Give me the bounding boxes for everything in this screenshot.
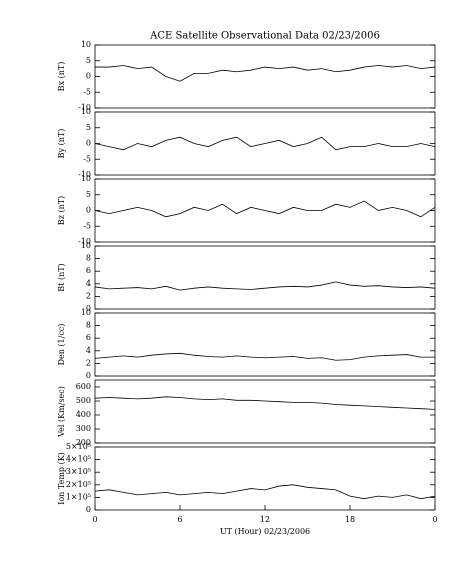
y-tick-label: 3×10⁵ (66, 467, 91, 476)
y-axis-label: Den (1/cc) (57, 324, 66, 366)
y-tick-label: 5 (86, 56, 91, 65)
x-tick-label: 0 (92, 515, 97, 524)
y-axis-label: Bt (nT) (57, 263, 66, 291)
data-line (94, 352, 435, 361)
x-axis-label: UT (Hour) 02/23/2006 (220, 527, 310, 536)
y-tick-label: 2×10⁵ (66, 480, 91, 489)
y-tick-label: 0 (86, 139, 91, 148)
y-tick-label: -5 (83, 87, 91, 96)
chart-title: ACE Satellite Observational Data 02/23/2… (149, 31, 380, 42)
y-tick-label: -5 (83, 221, 91, 230)
x-tick-label: 18 (345, 515, 355, 524)
y-tick-label: 10 (81, 308, 91, 317)
y-tick-label: 8 (86, 254, 91, 263)
y-tick-label: 4 (86, 346, 91, 355)
y-tick-label: 2 (86, 291, 91, 300)
y-tick-label: -10 (78, 237, 91, 246)
panel-frame (94, 379, 436, 444)
y-tick-label: 4 (86, 279, 91, 288)
panel-frame (94, 245, 436, 310)
y-axis-label: By (nT) (57, 129, 66, 159)
y-tick-label: -10 (78, 103, 91, 112)
panel-frame (94, 312, 436, 377)
panel-frame (94, 446, 436, 511)
y-tick-label: 10 (81, 107, 91, 116)
y-tick-label: -5 (83, 154, 91, 163)
y-tick-label: 1×10⁵ (66, 492, 91, 501)
data-line (94, 396, 436, 410)
x-tick-label: 6 (177, 515, 182, 524)
y-axis-label: Ion Temp (K) (57, 452, 66, 505)
y-tick-label: 10 (81, 40, 91, 49)
y-tick-label: 4×10⁵ (66, 455, 91, 464)
y-tick-label: 5 (86, 123, 91, 132)
y-axis-label: Vel (Km/sec) (57, 386, 66, 438)
y-tick-label: 0 (86, 505, 91, 514)
panel-frame (94, 44, 436, 109)
y-tick-label: 10 (81, 241, 91, 250)
y-tick-label: 8 (86, 321, 91, 330)
y-tick-label: 2 (86, 358, 91, 367)
y-tick-label: 400 (76, 410, 91, 419)
y-tick-label: 0 (86, 371, 91, 380)
y-tick-label: 0 (86, 72, 91, 81)
x-tick-label: 0 (432, 515, 437, 524)
y-tick-label: 6 (86, 266, 91, 275)
data-line (95, 65, 436, 82)
data-line (94, 200, 436, 218)
y-tick-label: 300 (76, 424, 91, 433)
y-tick-label: 600 (76, 382, 91, 391)
y-tick-label: 5 (86, 190, 91, 199)
y-axis-label: Bx (nT) (57, 62, 66, 92)
y-tick-label: 5×10⁵ (66, 442, 91, 451)
y-tick-label: 10 (81, 174, 91, 183)
y-tick-label: 6 (86, 333, 91, 342)
y-tick-label: 500 (76, 396, 91, 405)
y-tick-label: 200 (76, 438, 91, 447)
data-line (94, 281, 436, 291)
y-tick-label: 0 (86, 206, 91, 215)
data-line (94, 136, 436, 151)
y-tick-label: -10 (78, 170, 91, 179)
data-line (94, 484, 436, 500)
x-tick-label: 12 (260, 515, 270, 524)
y-tick-label: 0 (86, 304, 91, 313)
y-axis-label: Bz (nT) (57, 196, 66, 225)
